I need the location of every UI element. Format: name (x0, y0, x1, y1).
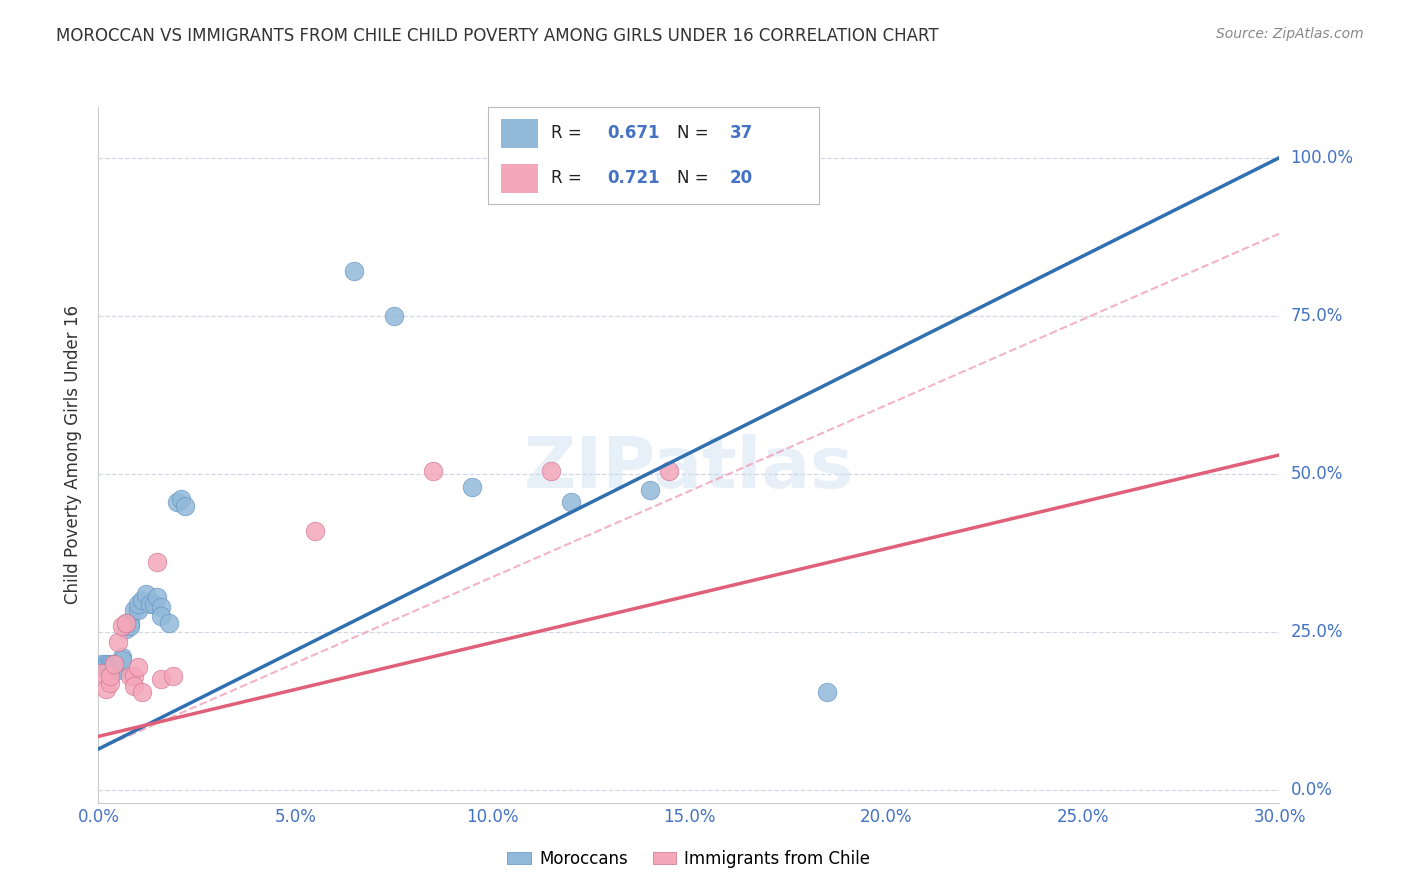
Point (118, 618, 141, 632)
Point (658, 464, 681, 478)
Point (138, 597, 160, 611)
Point (122, 669, 145, 683)
Point (115, 615, 138, 630)
Y-axis label: Child Poverty Among Girls Under 16: Child Poverty Among Girls Under 16 (65, 305, 83, 605)
Text: Source: ZipAtlas.com: Source: ZipAtlas.com (1216, 27, 1364, 41)
Point (150, 599, 173, 614)
Point (122, 679, 145, 693)
Point (157, 615, 180, 630)
Point (98, 669, 121, 683)
Point (98, 657, 121, 671)
Point (118, 669, 141, 683)
Point (96, 660, 118, 674)
Point (150, 673, 173, 687)
Text: 50.0%: 50.0% (1291, 465, 1343, 483)
Text: MOROCCAN VS IMMIGRANTS FROM CHILE CHILD POVERTY AMONG GIRLS UNDER 16 CORRELATION: MOROCCAN VS IMMIGRANTS FROM CHILE CHILD … (56, 27, 939, 45)
Point (98, 675, 121, 690)
Point (304, 524, 326, 538)
Point (422, 464, 444, 478)
Point (118, 615, 141, 630)
Point (127, 597, 149, 611)
Point (174, 499, 197, 513)
Point (122, 603, 145, 617)
Point (146, 591, 169, 605)
Point (111, 653, 134, 667)
Point (107, 663, 129, 677)
Text: 75.0%: 75.0% (1291, 307, 1343, 325)
Point (107, 660, 129, 674)
Point (111, 650, 134, 665)
Point (540, 464, 562, 478)
Point (146, 556, 169, 570)
Point (162, 669, 184, 683)
Point (98, 663, 121, 677)
Legend: Moroccans, Immigrants from Chile: Moroccans, Immigrants from Chile (501, 843, 877, 874)
Point (461, 479, 484, 493)
Point (98, 660, 121, 674)
Point (91, 666, 114, 681)
Text: 0.0%: 0.0% (1291, 781, 1333, 799)
Point (131, 593, 153, 607)
Point (103, 657, 125, 671)
Point (150, 609, 173, 624)
Point (382, 309, 405, 323)
Point (127, 660, 149, 674)
Point (91, 660, 114, 674)
Point (107, 634, 129, 648)
Point (115, 622, 138, 636)
Point (91, 657, 114, 671)
Point (560, 495, 582, 509)
Point (170, 492, 193, 507)
Point (96, 657, 118, 671)
Point (103, 657, 125, 671)
Point (166, 495, 188, 509)
Text: ZIPatlas: ZIPatlas (524, 434, 853, 503)
Point (103, 660, 125, 674)
Point (638, 483, 661, 497)
Point (135, 587, 157, 601)
Point (131, 685, 153, 699)
Point (127, 603, 149, 617)
Point (343, 264, 366, 278)
Point (111, 618, 134, 632)
Text: 25.0%: 25.0% (1291, 623, 1343, 641)
Point (96, 681, 118, 696)
Text: 100.0%: 100.0% (1291, 149, 1354, 167)
Point (142, 597, 165, 611)
Point (115, 615, 138, 630)
Point (815, 685, 838, 699)
